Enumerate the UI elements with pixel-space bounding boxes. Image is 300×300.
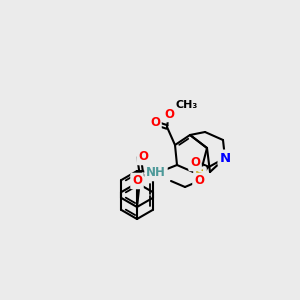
Text: O: O: [138, 151, 148, 164]
Text: S: S: [195, 169, 205, 182]
Text: O: O: [150, 116, 160, 130]
Text: O: O: [164, 107, 174, 121]
Text: O: O: [132, 175, 142, 188]
Text: O: O: [194, 175, 204, 188]
Text: O: O: [190, 157, 200, 169]
Text: N: N: [219, 152, 231, 164]
Text: CH₃: CH₃: [176, 100, 198, 110]
Text: NH: NH: [146, 167, 166, 179]
